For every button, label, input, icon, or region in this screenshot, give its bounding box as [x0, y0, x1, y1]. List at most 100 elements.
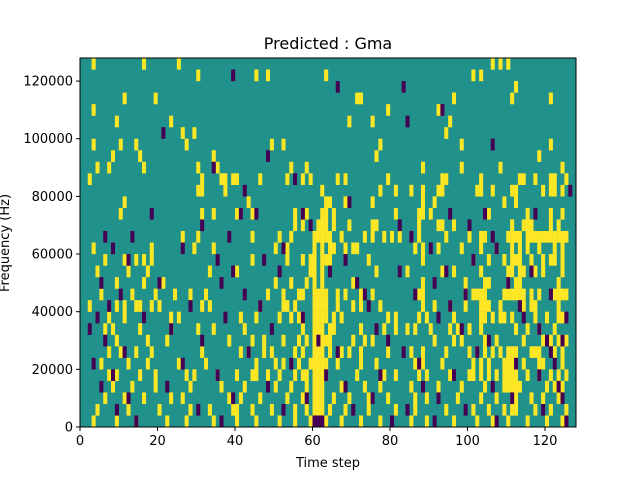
heatmap-cell-high — [223, 173, 228, 185]
heatmap-cell-high — [552, 173, 557, 185]
heatmap-cell-high — [107, 161, 112, 174]
heatmap-cell-low — [428, 242, 433, 255]
heatmap-cell-high — [328, 254, 333, 266]
heatmap-cell-high — [552, 184, 557, 197]
heatmap-cell-high — [316, 380, 321, 393]
heatmap-cell-high — [506, 230, 511, 243]
heatmap-cell-high — [308, 254, 313, 266]
heatmap-cell-low — [180, 242, 185, 255]
heatmap-cell-high — [564, 288, 569, 301]
heatmap-cell-low — [335, 81, 340, 93]
heatmap-cell-high — [560, 380, 565, 393]
heatmap-cell-high — [200, 173, 205, 185]
heatmap-cell-high — [564, 369, 569, 382]
heatmap-cell-high — [479, 184, 484, 197]
heatmap-cell-high — [355, 369, 360, 382]
heatmap-cell-high — [316, 219, 321, 232]
heatmap-cell-high — [269, 138, 274, 151]
heatmap-cell-high — [405, 265, 410, 278]
heatmap-cell-high — [486, 300, 491, 312]
heatmap-cell-high — [556, 277, 561, 289]
heatmap-cell-low — [397, 265, 402, 278]
heatmap-cell-low — [269, 323, 274, 335]
heatmap-cell-high — [328, 196, 333, 209]
heatmap-cell-high — [483, 230, 488, 243]
heatmap-cell-high — [145, 265, 150, 278]
heatmap-cells — [87, 58, 573, 428]
heatmap-cell-high — [483, 311, 488, 324]
heatmap-cell-high — [250, 369, 255, 382]
heatmap-cell-high — [432, 334, 437, 347]
heatmap-cell-high — [169, 311, 174, 324]
heatmap-cell-low — [231, 392, 236, 405]
heatmap-cell-high — [347, 392, 352, 405]
heatmap-cell-high — [393, 403, 398, 416]
heatmap-cell-high — [196, 184, 201, 197]
heatmap-cell-low — [564, 415, 569, 428]
heatmap-cell-high — [200, 346, 205, 358]
heatmap-cell-high — [235, 415, 240, 428]
heatmap-cell-high — [486, 357, 491, 370]
heatmap-cell-high — [552, 380, 557, 393]
heatmap-cell-high — [378, 138, 383, 151]
heatmap-cell-high — [335, 357, 340, 370]
heatmap-cell-high — [483, 334, 488, 347]
heatmap-cell-high — [339, 380, 344, 393]
heatmap-cell-high — [370, 288, 375, 301]
heatmap-cell-high — [285, 242, 290, 255]
heatmap-cell-high — [498, 311, 503, 324]
heatmap-cell-low — [316, 334, 321, 347]
heatmap-cell-high — [537, 346, 542, 358]
heatmap-cell-high — [122, 254, 127, 266]
heatmap-cell-high — [324, 288, 329, 301]
heatmap-cell-high — [138, 150, 143, 162]
heatmap-cell-high — [235, 207, 240, 220]
heatmap-cell-high — [211, 207, 216, 220]
heatmap-cell-high — [521, 173, 526, 185]
heatmap-cell-high — [320, 323, 325, 335]
heatmap-cell-low — [494, 242, 499, 255]
heatmap-cell-high — [277, 369, 282, 382]
heatmap-cell-low — [130, 230, 135, 243]
heatmap-cell-high — [548, 403, 553, 416]
heatmap-cell-high — [560, 288, 565, 301]
heatmap-cell-low — [463, 288, 468, 301]
heatmap-cell-high — [506, 265, 511, 278]
heatmap-cell-high — [409, 184, 414, 197]
heatmap-cell-high — [165, 415, 170, 428]
heatmap-cell-high — [421, 184, 426, 197]
heatmap-cell-high — [514, 288, 519, 301]
heatmap-cell-high — [479, 369, 484, 382]
heatmap-cell-high — [452, 334, 457, 347]
heatmap-cell-high — [529, 346, 534, 358]
heatmap-cell-high — [316, 311, 321, 324]
heatmap-cell-high — [541, 254, 546, 266]
heatmap-cell-high — [517, 242, 522, 255]
heatmap-cell-low — [324, 369, 329, 382]
heatmap-cell-high — [556, 392, 561, 405]
heatmap-cell-high — [560, 415, 565, 428]
heatmap-cell-high — [374, 219, 379, 232]
heatmap-cell-high — [107, 346, 112, 358]
heatmap-cell-high — [545, 415, 550, 428]
heatmap-cell-high — [211, 323, 216, 335]
heatmap-cell-high — [417, 207, 422, 220]
heatmap-cell-high — [320, 369, 325, 382]
heatmap-cell-high — [506, 288, 511, 301]
heatmap-cell-high — [359, 300, 364, 312]
heatmap-cell-low — [432, 277, 437, 289]
heatmap-cell-high — [366, 254, 371, 266]
heatmap-cell-high — [316, 288, 321, 301]
heatmap-cell-high — [479, 265, 484, 278]
heatmap-cell-high — [455, 392, 460, 405]
heatmap-cell-high — [114, 300, 119, 312]
heatmap-cell-high — [91, 138, 96, 151]
heatmap-cell-low — [126, 254, 131, 266]
heatmap-cell-high — [409, 380, 414, 393]
heatmap-cell-high — [479, 230, 484, 243]
heatmap-cell-high — [316, 392, 321, 405]
heatmap-cell-high — [351, 300, 356, 312]
heatmap-cell-high — [432, 300, 437, 312]
x-tick-label: 120 — [533, 434, 558, 449]
heatmap-cell-high — [328, 230, 333, 243]
